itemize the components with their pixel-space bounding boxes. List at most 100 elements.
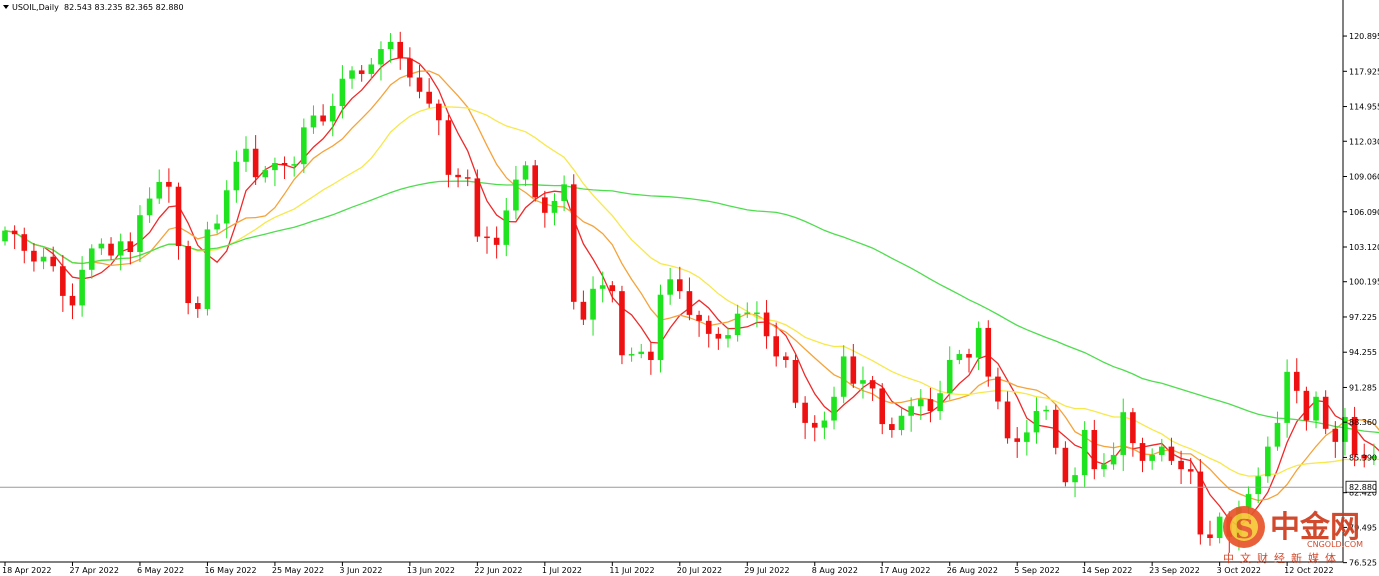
candle [21,227,28,264]
candle [40,247,47,270]
candle [60,254,66,312]
candle [2,226,8,246]
x-tick-label: 3 Jun 2022 [339,566,382,575]
candle [889,417,895,438]
candle [754,301,760,328]
candle [31,243,37,272]
candle [677,266,683,299]
candle [1313,391,1319,429]
ohlc-values: 82.543 83.235 82.365 82.880 [64,3,184,12]
moving-average-lines [4,56,1379,528]
candle [426,78,432,108]
candle [1139,437,1146,473]
candle [1081,421,1088,488]
candle [455,168,461,188]
candle [368,57,375,80]
candle [1101,453,1107,477]
x-tick-label: 6 May 2022 [137,566,184,575]
y-tick-label: 88.360 [1349,418,1377,427]
x-tick-label: 18 Apr 2022 [2,566,51,575]
candle [956,349,963,365]
y-tick-label: 82.420 [1349,489,1377,498]
candle [1052,404,1059,455]
candle [1033,397,1040,444]
candle [214,214,220,234]
candle [1149,448,1155,470]
candle [387,33,394,63]
x-tick-label: 14 Sep 2022 [1082,566,1133,575]
candle [464,169,471,187]
y-tick-label: 94.255 [1349,348,1377,357]
x-tick-label: 23 Sep 2022 [1149,566,1200,575]
candle [1274,411,1281,451]
candle [860,366,866,399]
candle [763,300,770,349]
candle [98,238,105,255]
candle [561,175,567,212]
candle [840,345,847,404]
x-tick-label: 13 Jun 2022 [407,566,455,575]
candle [88,244,95,279]
candle [166,168,172,203]
ma-10-line [4,70,1379,502]
candle [416,65,423,99]
x-tick-label: 11 Jul 2022 [609,566,654,575]
x-tick-label: 17 Aug 2022 [879,566,930,575]
candle [272,157,278,187]
candle [493,226,500,259]
svg-text:82.880: 82.880 [1349,483,1377,492]
y-tick-label: 85.390 [1349,453,1377,462]
candle [792,354,799,409]
candle [156,169,163,204]
candle [195,296,201,318]
candle [657,284,664,373]
candle [1024,419,1030,456]
candle [1014,427,1020,458]
symbol-label: USOIL,Daily [12,3,59,12]
candle [175,182,182,260]
candle [802,396,808,439]
candle [648,342,654,375]
x-tick-label: 3 Oct 2022 [1217,566,1261,575]
y-tick-label: 117.925 [1349,67,1379,76]
cngold-watermark: S 中金网 CNGOLD.COM 中文财经新媒体 [1223,506,1363,565]
candle [310,105,317,134]
candle [580,290,587,325]
x-tick-label: 16 May 2022 [204,566,256,575]
candle [223,180,230,239]
candle [108,237,114,260]
candle [436,99,442,136]
x-tick-label: 1 Jul 2022 [542,566,582,575]
candle [407,47,413,87]
candle [1371,443,1377,466]
candle [715,327,722,350]
candle [117,233,124,271]
candle [445,114,452,188]
candle [811,415,818,442]
candle [1062,441,1069,487]
candle [1207,520,1213,546]
candle [243,136,249,172]
candle [937,380,943,420]
candle [599,271,606,303]
candle [927,387,934,423]
ma-60-line [4,180,1379,434]
candle [484,226,490,254]
candle [513,165,519,220]
candle [1342,408,1348,456]
x-tick-label: 22 Jun 2022 [474,566,522,575]
candle [898,408,905,436]
candle [1322,390,1329,435]
candle [667,268,673,305]
candle [1110,442,1117,470]
candle [995,367,1001,410]
candle [590,276,596,336]
candle [204,221,211,316]
candle [1168,437,1175,466]
candle [291,156,297,177]
candle [1216,512,1223,544]
y-tick-label: 109.060 [1349,173,1379,182]
ma-5-line [4,56,1379,528]
dropdown-triangle-icon[interactable] [3,5,9,9]
